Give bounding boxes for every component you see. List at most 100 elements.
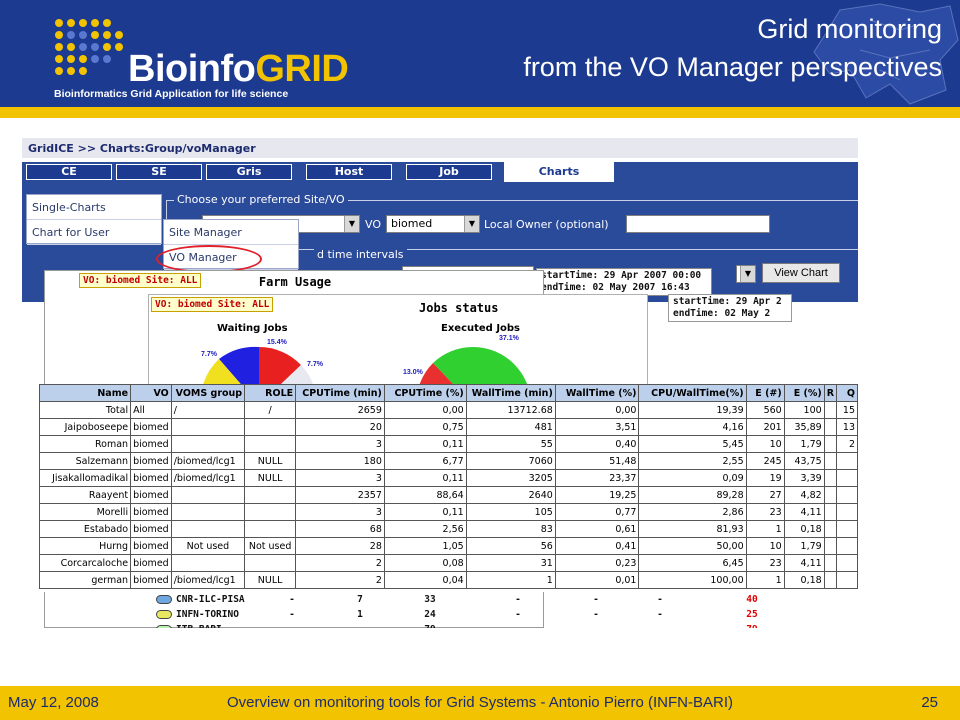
executed-label-2: 13.0% [403, 369, 423, 376]
table-cell [836, 571, 858, 589]
menu-item-single-charts[interactable]: Single-Charts [27, 195, 161, 220]
gridice-screenshot: GridICE >> Charts:Group/voManager CE SE … [22, 138, 858, 628]
column-header[interactable]: ROLE [244, 384, 297, 402]
table-cell: 105 [465, 503, 556, 521]
column-header[interactable]: Q [836, 384, 858, 402]
table-cell: 13712.68 [465, 401, 556, 419]
table-cell: 10 [745, 537, 785, 555]
vo-select[interactable]: biomed ▼ [386, 215, 480, 233]
tab-charts[interactable]: Charts [504, 162, 614, 182]
site-name: ITB-BARI [176, 624, 222, 628]
table-cell [836, 452, 858, 470]
table-cell: 0,40 [554, 435, 640, 453]
chevron-down-icon: ▼ [344, 216, 359, 232]
table-cell [836, 520, 858, 538]
site-value: - [515, 594, 521, 605]
usage-table-container: Name VO VOMS group ROLE CPUTime (min) CPUTime… [38, 384, 858, 592]
table-cell: 560 [745, 401, 785, 419]
executed-label-1: 37.1% [499, 335, 519, 342]
tab-ce[interactable]: CE [26, 164, 112, 180]
table-cell: 10 [745, 435, 785, 453]
table-cell: 1,79 [783, 435, 825, 453]
table-cell: 43,75 [783, 452, 825, 470]
usage-table: Name VO VOMS group ROLE CPUTime (min) CPUTime… [38, 384, 858, 589]
table-cell: 35,89 [783, 418, 825, 436]
column-header[interactable]: CPUTime (%) [383, 384, 467, 402]
logo-wordmark: BioinfoGRID [128, 48, 349, 90]
table-cell: 0,04 [383, 571, 467, 589]
table-cell: /biomed/lcg1 [170, 571, 246, 589]
tab-gris[interactable]: Gris [206, 164, 292, 180]
column-header[interactable]: WallTime (%) [554, 384, 640, 402]
column-header[interactable]: VOMS group [170, 384, 246, 402]
table-cell [170, 520, 246, 538]
column-header[interactable]: WallTime (min) [465, 384, 556, 402]
table-cell: 2659 [295, 401, 385, 419]
menu-item-site-manager[interactable]: Site Manager [164, 220, 298, 245]
table-row: Total All //2659 0,00 13712.68 0,00 19,39 560 10… [38, 401, 858, 419]
table-cell [823, 520, 838, 538]
column-header[interactable]: E (%) [783, 384, 825, 402]
table-cell: 83 [465, 520, 556, 538]
table-row: Salzemann biomed/biomed/lcg1 NULL 180 6,77 70… [38, 452, 858, 470]
table-cell: 2640 [465, 486, 556, 504]
column-header[interactable]: R [823, 384, 838, 402]
table-cell: Morelli [38, 503, 132, 521]
jobs-status-window: VO: biomed Site: ALL Jobs status Waiting… [148, 294, 648, 395]
column-header[interactable]: CPU/WallTime(%) [638, 384, 747, 402]
tab-se[interactable]: SE [116, 164, 202, 180]
slide-title: Grid monitoring from the VO Manager pers… [523, 10, 942, 86]
table-cell: Raayent [38, 486, 132, 504]
table-cell: Hurng [38, 537, 132, 555]
table-cell [170, 554, 246, 572]
table-cell: 0,18 [783, 520, 825, 538]
table-cell [823, 452, 838, 470]
table-cell: 23,37 [554, 469, 640, 487]
view-chart-button[interactable]: View Chart [762, 263, 840, 283]
table-cell: / [244, 401, 297, 419]
site-row: INFN-TORINO - 1 24 - - - 25 [152, 607, 812, 622]
table-header-row: Name VO VOMS group ROLE CPUTime (min) CPUTime… [38, 384, 858, 402]
column-header[interactable]: VO [130, 384, 172, 402]
table-cell: biomed [130, 554, 172, 572]
tab-bar: CE SE Gris Host Job Charts [22, 162, 858, 182]
start-time: startTime: 29 Apr 2007 00:00 [541, 270, 702, 281]
pie-slice [473, 347, 531, 395]
site-value: - [289, 594, 295, 605]
table-row: Jisakallomadikal biomed/biomed/lcg1 NULL 3 0… [38, 469, 858, 487]
site-value: 25 [746, 609, 758, 620]
interval-select[interactable]: ▼ [736, 265, 756, 283]
column-header[interactable]: Name [38, 384, 132, 402]
table-cell: 2,55 [638, 452, 747, 470]
table-cell: biomed [130, 435, 172, 453]
column-header[interactable]: CPUTime (min) [295, 384, 385, 402]
table-cell: 3,51 [554, 418, 640, 436]
tab-job[interactable]: Job [406, 164, 492, 180]
logo-tagline: Bioinformatics Grid Application for life… [54, 88, 289, 100]
menu-item-chart-for-user[interactable]: Chart for User [27, 220, 161, 245]
table-cell: 2,56 [383, 520, 467, 538]
table-cell [244, 486, 297, 504]
table-cell [823, 554, 838, 572]
table-cell: german [38, 571, 132, 589]
table-row: Estabado biomed 68 2,56 83 0,61 81,93 1 0,18 [38, 520, 858, 538]
waiting-label-3: 7.7% [307, 361, 323, 368]
local-owner-input[interactable] [626, 215, 770, 233]
tab-host[interactable]: Host [306, 164, 392, 180]
table-cell [823, 469, 838, 487]
table-cell: 100 [783, 401, 825, 419]
table-cell [170, 503, 246, 521]
table-row: german biomed/biomed/lcg1 NULL 2 0,04 1 0,01 10… [38, 571, 858, 589]
table-cell: 68 [295, 520, 385, 538]
table-cell: 0,01 [554, 571, 640, 589]
table-cell [836, 537, 858, 555]
table-cell: 15 [836, 401, 858, 419]
table-cell: 0,77 [554, 503, 640, 521]
table-cell [823, 571, 838, 589]
site-value: 1 [357, 609, 363, 620]
column-header[interactable]: E (#) [745, 384, 785, 402]
table-cell: 3 [295, 469, 385, 487]
table-cell: Jisakallomadikal [38, 469, 132, 487]
table-cell: 0,08 [383, 554, 467, 572]
